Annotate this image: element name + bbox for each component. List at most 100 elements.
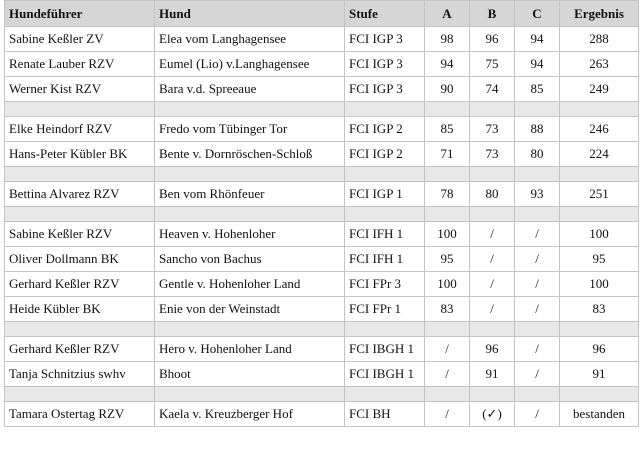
table-cell: FCI IFH 1 bbox=[344, 246, 425, 272]
table-cell: Gerhard Keßler RZV bbox=[4, 336, 155, 362]
group-separator bbox=[4, 386, 639, 402]
table-cell: 94 bbox=[514, 51, 560, 77]
table-cell: (✓) bbox=[469, 401, 515, 427]
table-cell: / bbox=[514, 336, 560, 362]
column-header: Stufe bbox=[344, 0, 425, 27]
table-cell: 85 bbox=[514, 76, 560, 102]
separator-cell bbox=[424, 166, 470, 182]
table-cell: 224 bbox=[559, 141, 639, 167]
separator-cell bbox=[469, 206, 515, 222]
table-cell: Hero v. Hohenloher Land bbox=[154, 336, 345, 362]
separator-cell bbox=[559, 166, 639, 182]
table-cell: FCI IBGH 1 bbox=[344, 336, 425, 362]
table-cell: FCI BH bbox=[344, 401, 425, 427]
table-cell: Sabine Keßler ZV bbox=[4, 26, 155, 52]
table-cell: 96 bbox=[469, 26, 515, 52]
separator-cell bbox=[514, 206, 560, 222]
separator-cell bbox=[154, 321, 345, 337]
table-cell: / bbox=[469, 221, 515, 247]
column-header: Hund bbox=[154, 0, 345, 27]
result-row: Renate Lauber RZV Eumel (Lio) v.Langhagen… bbox=[4, 51, 639, 77]
table-cell: 74 bbox=[469, 76, 515, 102]
separator-cell bbox=[424, 101, 470, 117]
table-cell: 263 bbox=[559, 51, 639, 77]
table-cell: / bbox=[469, 296, 515, 322]
separator-cell bbox=[424, 206, 470, 222]
table-cell: Heide Kübler BK bbox=[4, 296, 155, 322]
table-cell: FCI IGP 2 bbox=[344, 116, 425, 142]
table-cell: 98 bbox=[424, 26, 470, 52]
table-cell: 73 bbox=[469, 116, 515, 142]
table-cell: Gerhard Keßler RZV bbox=[4, 271, 155, 297]
result-row: Gerhard Keßler RZV Hero v. Hohenloher Lan… bbox=[4, 336, 639, 362]
result-row: Heide Kübler BK Enie von der Weinstadt FCI… bbox=[4, 296, 639, 322]
table-cell: FCI IGP 3 bbox=[344, 26, 425, 52]
separator-cell bbox=[514, 386, 560, 402]
table-cell: Fredo vom Tübinger Tor bbox=[154, 116, 345, 142]
separator-cell bbox=[4, 166, 155, 182]
table-cell: 71 bbox=[424, 141, 470, 167]
table-cell: 78 bbox=[424, 181, 470, 207]
separator-cell bbox=[344, 321, 425, 337]
separator-cell bbox=[514, 101, 560, 117]
separator-cell bbox=[514, 166, 560, 182]
table-cell: 80 bbox=[514, 141, 560, 167]
table-cell: 96 bbox=[559, 336, 639, 362]
table-cell: 246 bbox=[559, 116, 639, 142]
result-row: Bettina Alvarez RZV Ben vom Rhönfeuer FCI … bbox=[4, 181, 639, 207]
result-row: Oliver Dollmann BK Sancho von Bachus FCI I… bbox=[4, 246, 639, 272]
table-cell: FCI IGP 3 bbox=[344, 76, 425, 102]
table-cell: Heaven v. Hohenloher bbox=[154, 221, 345, 247]
header-row: Hundeführer Hund Stufe A B C Ergebnis bbox=[4, 0, 639, 27]
table-cell: / bbox=[514, 221, 560, 247]
table-cell: 91 bbox=[559, 361, 639, 387]
separator-cell bbox=[424, 321, 470, 337]
table-cell: Sancho von Bachus bbox=[154, 246, 345, 272]
table-cell: 91 bbox=[469, 361, 515, 387]
table-cell: Sabine Keßler RZV bbox=[4, 221, 155, 247]
group-separator bbox=[4, 321, 639, 337]
result-row: Gerhard Keßler RZV Gentle v. Hohenloher L… bbox=[4, 271, 639, 297]
table-cell: 93 bbox=[514, 181, 560, 207]
column-header: Hundeführer bbox=[4, 0, 155, 27]
table-cell: 100 bbox=[424, 221, 470, 247]
table-cell: 94 bbox=[424, 51, 470, 77]
separator-cell bbox=[559, 206, 639, 222]
table-cell: Elke Heindorf RZV bbox=[4, 116, 155, 142]
separator-cell bbox=[559, 101, 639, 117]
table-cell: Bara v.d. Spreeaue bbox=[154, 76, 345, 102]
table-cell: Werner Kist RZV bbox=[4, 76, 155, 102]
separator-cell bbox=[4, 321, 155, 337]
table-cell: 251 bbox=[559, 181, 639, 207]
result-row: Tamara Ostertag RZV Kaela v. Kreuzberger … bbox=[4, 401, 639, 427]
table-cell: FCI IGP 2 bbox=[344, 141, 425, 167]
table-cell: 85 bbox=[424, 116, 470, 142]
result-row: Tanja Schnitzius swhv Bhoot FCI IBGH 1/91/… bbox=[4, 361, 639, 387]
table-cell: / bbox=[514, 401, 560, 427]
separator-cell bbox=[514, 321, 560, 337]
results-table: Hundeführer Hund Stufe A B C Ergebnis Sabine K… bbox=[4, 0, 639, 427]
table-cell: Elea vom Langhagensee bbox=[154, 26, 345, 52]
table-cell: FCI IGP 1 bbox=[344, 181, 425, 207]
separator-cell bbox=[154, 206, 345, 222]
separator-cell bbox=[559, 321, 639, 337]
result-row: Werner Kist RZV Bara v.d. Spreeaue FCI IGP… bbox=[4, 76, 639, 102]
group-separator bbox=[4, 166, 639, 182]
result-row: Sabine Keßler RZV Heaven v. Hohenloher FCI… bbox=[4, 221, 639, 247]
table-cell: / bbox=[514, 246, 560, 272]
table-cell: / bbox=[514, 361, 560, 387]
table-cell: Bhoot bbox=[154, 361, 345, 387]
table-cell: 249 bbox=[559, 76, 639, 102]
table-cell: / bbox=[469, 271, 515, 297]
table-cell: 90 bbox=[424, 76, 470, 102]
column-header: A bbox=[424, 0, 470, 27]
table-cell: Tanja Schnitzius swhv bbox=[4, 361, 155, 387]
column-header: Ergebnis bbox=[559, 0, 639, 27]
result-row: Hans-Peter Kübler BK Bente v. Dornröschen… bbox=[4, 141, 639, 167]
table-cell: 75 bbox=[469, 51, 515, 77]
separator-cell bbox=[4, 206, 155, 222]
table-cell: Eumel (Lio) v.Langhagensee bbox=[154, 51, 345, 77]
separator-cell bbox=[469, 166, 515, 182]
column-header: B bbox=[469, 0, 515, 27]
